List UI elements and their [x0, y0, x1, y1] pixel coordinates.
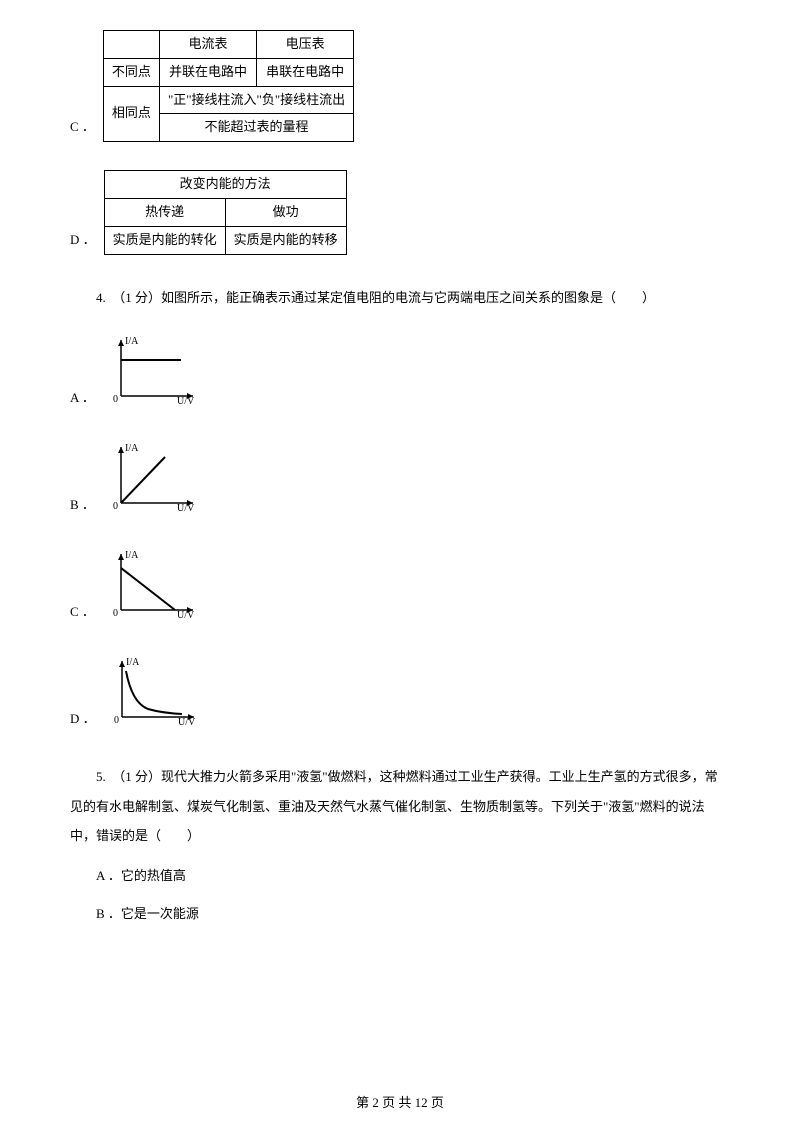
option-a-label: A ． — [70, 388, 95, 413]
x-axis-label: U/V — [177, 610, 195, 620]
table-row: 热传递 做功 — [104, 198, 346, 226]
cell: 热传递 — [104, 198, 225, 226]
option-c-label: C ． — [70, 602, 95, 627]
x-axis-label: U/V — [178, 717, 196, 727]
cell: 不同点 — [103, 58, 159, 86]
table-row: 实质是内能的转化 实质是内能的转移 — [104, 226, 346, 254]
question-5-text: 5. （1 分）现代大推力火箭多采用"液氢"做燃料，这种燃料通过工业生产获得。工… — [70, 762, 730, 852]
graph-b: I/A U/V 0 — [103, 441, 199, 520]
page-footer: 第 2 页 共 12 页 — [0, 1093, 800, 1114]
option-c-label: C ． — [70, 117, 95, 142]
cell: 改变内能的方法 — [104, 171, 346, 199]
table-row: 不同点 并联在电路中 串联在电路中 — [103, 58, 353, 86]
table-row: 改变内能的方法 — [104, 171, 346, 199]
option-d-label: D ． — [70, 230, 96, 255]
origin-label: 0 — [113, 394, 118, 405]
q4-option-b: B ． I/A U/V 0 — [70, 441, 730, 520]
q4-option-c: C ． I/A U/V 0 — [70, 548, 730, 627]
cell — [103, 31, 159, 59]
cell: 实质是内能的转移 — [225, 226, 346, 254]
cell: 串联在电路中 — [257, 58, 354, 86]
option-d-row: D ． 改变内能的方法 热传递 做功 实质是内能的转化 实质是内能的转移 — [70, 170, 730, 254]
question-4-text: 4. （1 分）如图所示，能正确表示通过某定值电阻的电流与它两端电压之间关系的图… — [70, 283, 730, 313]
cell: 做功 — [225, 198, 346, 226]
origin-label: 0 — [113, 501, 118, 512]
origin-label: 0 — [113, 608, 118, 619]
y-axis-label: I/A — [125, 550, 139, 561]
table-row: 相同点 "正"接线柱流入"负"接线柱流出 — [103, 86, 353, 114]
q4-option-d: D ． I/A U/V 0 — [70, 655, 730, 734]
cell: 电压表 — [257, 31, 354, 59]
cell: 相同点 — [103, 86, 159, 142]
q5-option-a: A ．它的热值高 — [70, 861, 730, 891]
x-axis-label: U/V — [177, 503, 195, 513]
cell: 并联在电路中 — [159, 58, 256, 86]
option-b-label: B ． — [70, 495, 95, 520]
cell: 不能超过表的量程 — [159, 114, 353, 142]
q5-option-b: B ．它是一次能源 — [70, 899, 730, 929]
cell: 电流表 — [159, 31, 256, 59]
y-axis-label: I/A — [126, 657, 140, 668]
y-axis-label: I/A — [125, 443, 139, 454]
origin-label: 0 — [114, 715, 119, 726]
table-row: 电流表 电压表 — [103, 31, 353, 59]
cell: 实质是内能的转化 — [104, 226, 225, 254]
option-d-label: D ． — [70, 709, 96, 734]
table-c: 电流表 电压表 不同点 并联在电路中 串联在电路中 相同点 "正"接线柱流入"负… — [103, 30, 354, 142]
table-d: 改变内能的方法 热传递 做功 实质是内能的转化 实质是内能的转移 — [104, 170, 347, 254]
cell: "正"接线柱流入"负"接线柱流出 — [159, 86, 353, 114]
graph-a: I/A U/V 0 — [103, 334, 199, 413]
option-c-row: C ． 电流表 电压表 不同点 并联在电路中 串联在电路中 相同点 "正"接线柱… — [70, 30, 730, 142]
y-axis-label: I/A — [125, 336, 139, 347]
graph-c: I/A U/V 0 — [103, 548, 199, 627]
graph-d: I/A U/V 0 — [104, 655, 200, 734]
x-axis-label: U/V — [177, 396, 195, 406]
q4-option-a: A ． I/A U/V 0 — [70, 334, 730, 413]
